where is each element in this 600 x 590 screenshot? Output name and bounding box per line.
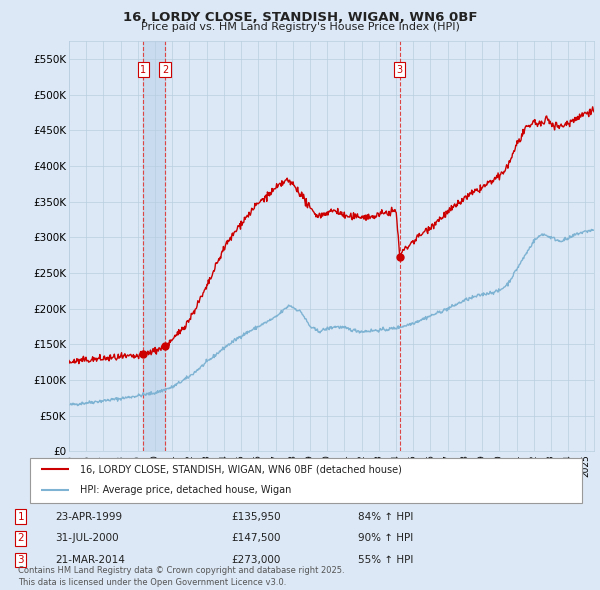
Text: 55% ↑ HPI: 55% ↑ HPI: [358, 555, 413, 565]
Text: 1: 1: [17, 512, 24, 522]
Text: 2: 2: [17, 533, 24, 543]
Text: Contains HM Land Registry data © Crown copyright and database right 2025.
This d: Contains HM Land Registry data © Crown c…: [18, 566, 344, 587]
Text: 21-MAR-2014: 21-MAR-2014: [55, 555, 125, 565]
Text: 84% ↑ HPI: 84% ↑ HPI: [358, 512, 413, 522]
Text: 2: 2: [162, 65, 168, 75]
Text: HPI: Average price, detached house, Wigan: HPI: Average price, detached house, Wiga…: [80, 486, 291, 495]
Text: Price paid vs. HM Land Registry's House Price Index (HPI): Price paid vs. HM Land Registry's House …: [140, 22, 460, 32]
Bar: [143, 41, 165, 451]
Text: 23-APR-1999: 23-APR-1999: [55, 512, 122, 522]
Text: £147,500: £147,500: [231, 533, 280, 543]
FancyBboxPatch shape: [30, 458, 582, 503]
Text: 16, LORDY CLOSE, STANDISH, WIGAN, WN6 0BF (detached house): 16, LORDY CLOSE, STANDISH, WIGAN, WN6 0B…: [80, 464, 401, 474]
Text: 16, LORDY CLOSE, STANDISH, WIGAN, WN6 0BF: 16, LORDY CLOSE, STANDISH, WIGAN, WN6 0B…: [123, 11, 477, 24]
Text: 3: 3: [397, 65, 403, 75]
Text: 3: 3: [17, 555, 24, 565]
Text: 1: 1: [140, 65, 146, 75]
Text: £273,000: £273,000: [231, 555, 280, 565]
Text: £135,950: £135,950: [231, 512, 281, 522]
Text: 90% ↑ HPI: 90% ↑ HPI: [358, 533, 413, 543]
Text: 31-JUL-2000: 31-JUL-2000: [55, 533, 119, 543]
